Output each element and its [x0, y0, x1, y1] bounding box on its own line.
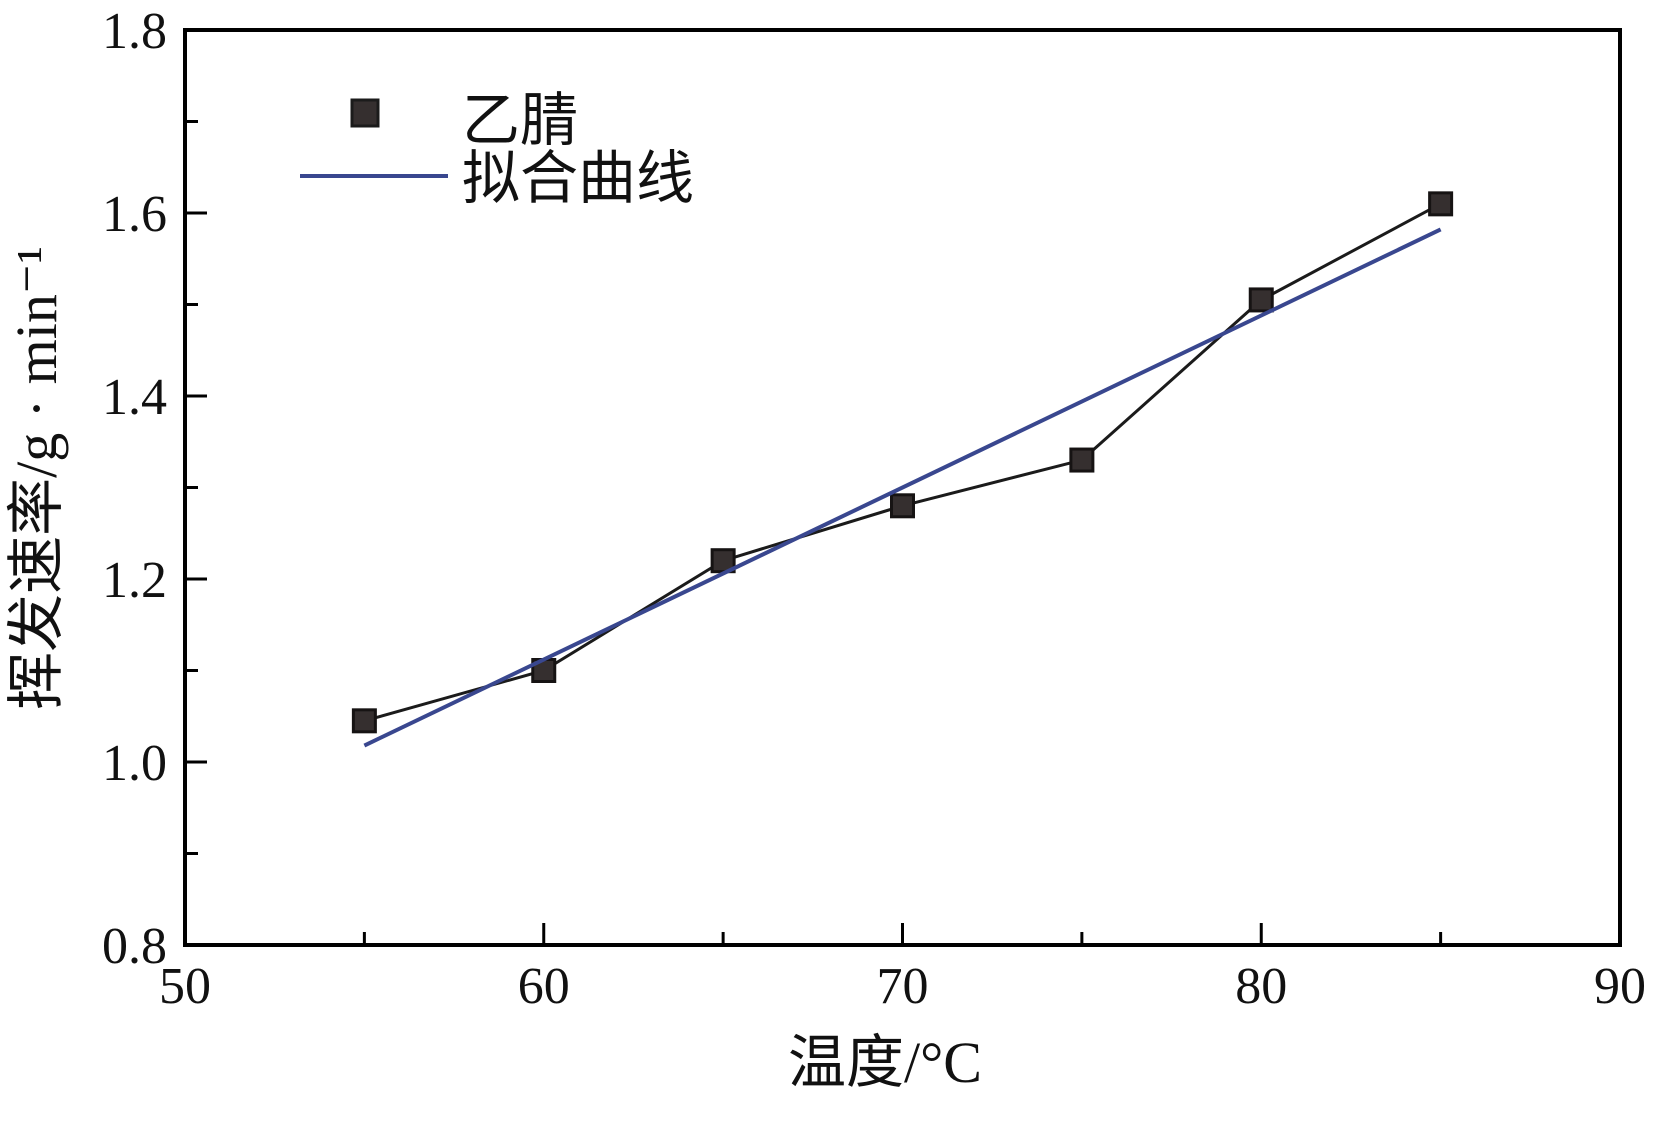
y-tick-label: 0.8: [102, 918, 167, 975]
x-tick-label: 60: [518, 958, 570, 1015]
plot-area: 50 60 70 80 90 0.8 1.0 1.2 1.4 1.6 1.8: [102, 3, 1646, 1015]
x-tick-label: 50: [159, 958, 211, 1015]
data-point-square-marker: [351, 708, 377, 734]
data-point-square-marker: [1248, 287, 1274, 313]
x-tick-label: 70: [877, 958, 929, 1015]
y-tick-label: 1.4: [102, 369, 167, 426]
data-point-square-marker: [890, 493, 915, 519]
y-tick-label: 1.2: [102, 552, 167, 609]
plot-border: [183, 28, 1622, 947]
series-line-2: [363, 227, 1442, 748]
legend-label-series-2: 拟合曲线: [462, 146, 694, 211]
legend-label-series-1: 乙腈: [462, 88, 578, 153]
x-tick-label: 80: [1235, 958, 1287, 1015]
y-axis-title: 挥发速率/g · min⁻¹: [4, 246, 69, 710]
legend-square-marker-icon: [350, 98, 380, 128]
data-point-square-marker: [1069, 447, 1095, 473]
legend: 乙腈 拟合曲线: [300, 88, 694, 211]
x-axis-title: 温度/°C: [788, 1030, 982, 1095]
y-tick-label: 1.0: [102, 735, 167, 792]
x-tick-label: 90: [1594, 958, 1646, 1015]
y-tick-label: 1.8: [102, 3, 167, 60]
series-line-1: [363, 202, 1442, 723]
y-tick-label: 1.6: [102, 186, 167, 243]
data-point-square-marker: [1428, 191, 1454, 217]
